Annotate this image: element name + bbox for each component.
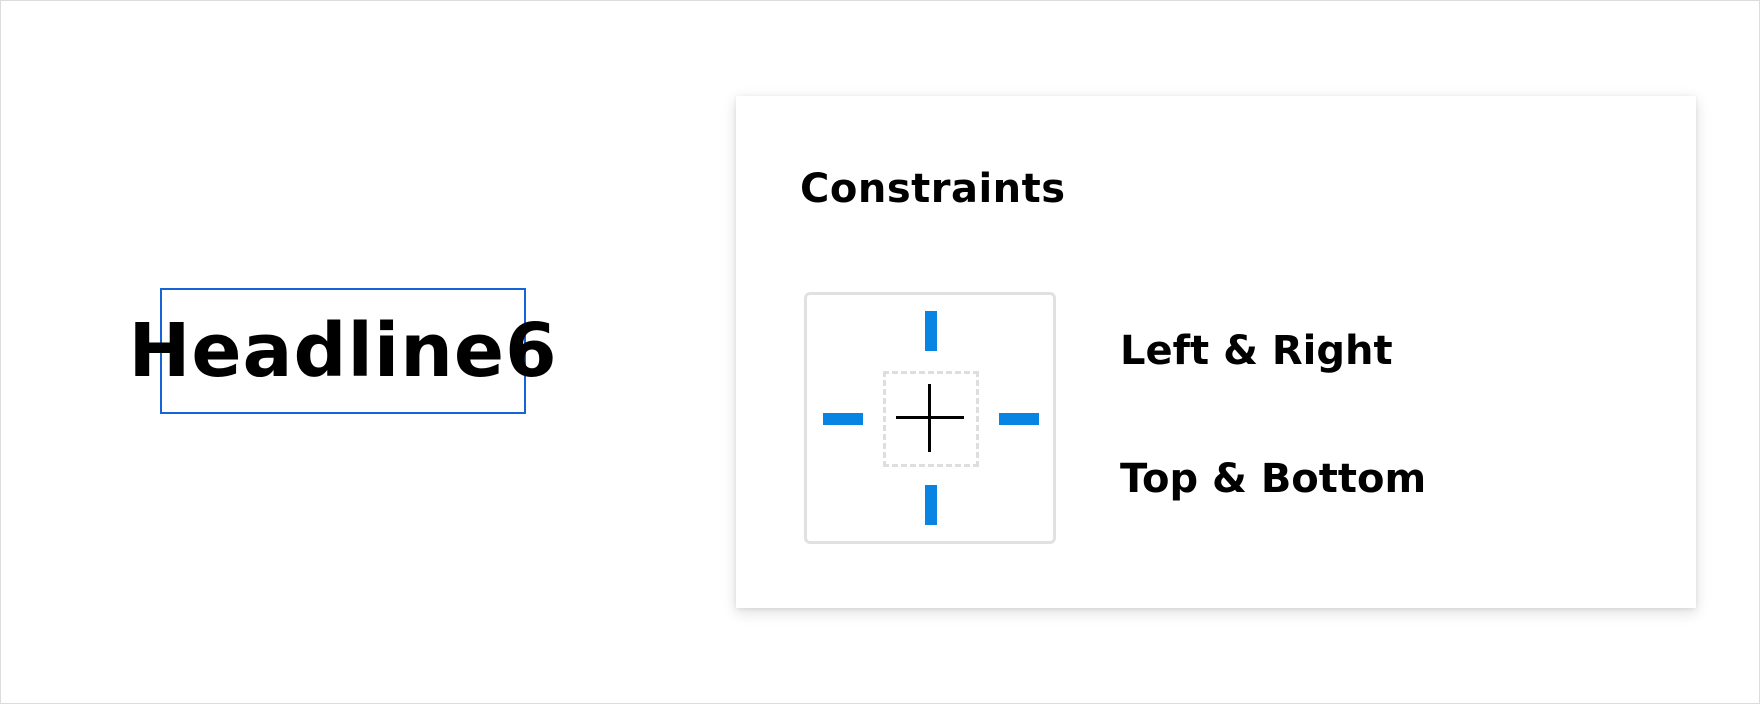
constraint-widget bbox=[804, 292, 1056, 544]
crosshair-icon[interactable] bbox=[896, 384, 964, 452]
element-placeholder-box bbox=[883, 371, 979, 467]
vertical-constraint-option[interactable]: Top & Bottom bbox=[1120, 456, 1427, 502]
selected-text-layer[interactable]: Headline6 bbox=[128, 288, 557, 414]
headline-text: Headline6 bbox=[128, 308, 558, 394]
constraints-panel: Constraints Left & Right Top & Bottom bbox=[736, 96, 1696, 608]
top-constraint-handle[interactable] bbox=[925, 311, 937, 351]
right-constraint-handle[interactable] bbox=[999, 413, 1039, 425]
bottom-constraint-handle[interactable] bbox=[925, 485, 937, 525]
horizontal-constraint-option[interactable]: Left & Right bbox=[1120, 328, 1393, 374]
left-constraint-handle[interactable] bbox=[823, 413, 863, 425]
panel-title: Constraints bbox=[800, 166, 1066, 212]
